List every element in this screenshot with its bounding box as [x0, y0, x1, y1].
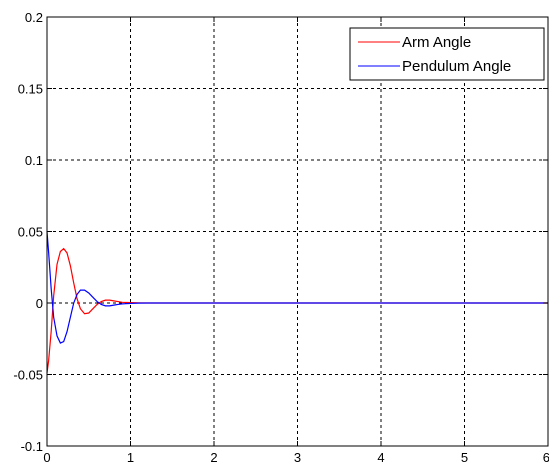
x-tick-label: 5 [461, 450, 468, 465]
legend-box [349, 27, 545, 81]
x-tick-label: 0 [43, 450, 50, 465]
y-tick-label: 0.05 [18, 225, 43, 240]
y-tick-label: 0 [36, 296, 43, 311]
y-tick-labels: -0.1 -0.05 0 0.05 0.1 0.15 0.2 [13, 10, 43, 454]
legend-label-arm-angle: Arm Angle [402, 34, 471, 51]
y-tick-label: -0.1 [21, 439, 43, 454]
series-layer [46, 231, 548, 374]
y-tick-label: -0.05 [13, 368, 43, 383]
y-tick-label: 0.15 [18, 82, 43, 97]
legend-label-pendulum-angle: Pendulum Angle [402, 58, 511, 75]
x-tick-label: 3 [294, 450, 301, 465]
x-tick-label: 4 [377, 450, 384, 465]
legend: Arm Angle Pendulum Angle [349, 27, 545, 81]
series-line-pendulum-angle [46, 231, 548, 344]
x-tick-labels: 0 1 2 3 4 5 6 [43, 450, 549, 465]
y-tick-label: 0.1 [25, 153, 43, 168]
tick-marks [46, 16, 549, 447]
x-tick-label: 1 [127, 450, 134, 465]
axes-background [47, 17, 548, 446]
x-tick-label: 2 [210, 450, 217, 465]
x-tick-label: 6 [543, 450, 549, 465]
y-tick-label: 0.2 [25, 10, 43, 25]
